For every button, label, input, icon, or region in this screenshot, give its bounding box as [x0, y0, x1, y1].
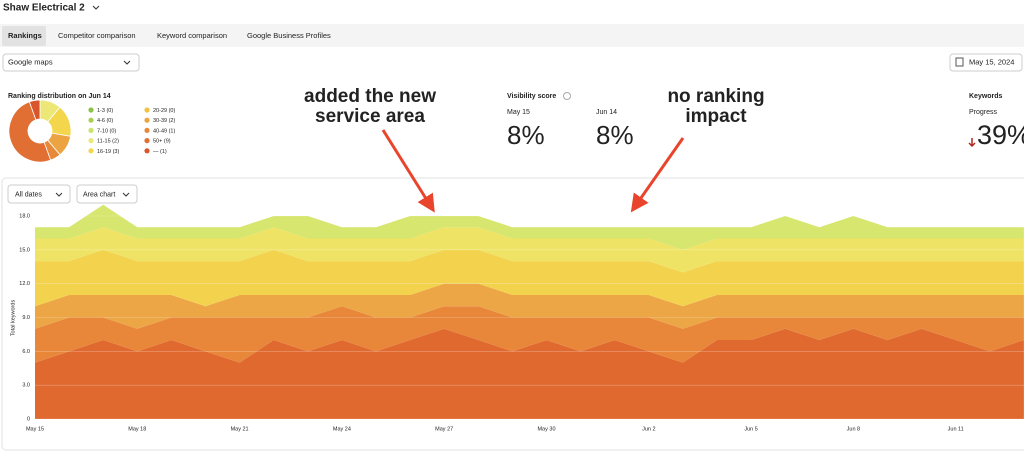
area-layer: [35, 204, 1024, 250]
legend-label: 50+ (9): [153, 139, 171, 145]
legend-label: — (1): [153, 149, 167, 155]
tab[interactable]: Keyword comparison: [157, 31, 227, 40]
x-tick-label: May 15: [26, 426, 44, 432]
legend-label: 4-6 (0): [97, 118, 113, 124]
legend-swatch: [88, 148, 94, 154]
x-tick-label: Jun 8: [847, 426, 860, 432]
legend-label: 1-3 (0): [97, 108, 113, 114]
y-tick-label: 3.0: [22, 383, 30, 389]
info-icon: [563, 92, 571, 100]
y-tick-label: 12.0: [19, 281, 30, 287]
y-tick-label: 18.0: [19, 213, 30, 219]
tab[interactable]: Google Business Profiles: [247, 31, 331, 40]
legend-swatch: [144, 148, 150, 154]
legend-label: 7-10 (0): [97, 128, 116, 134]
legend-label: 40-49 (1): [153, 128, 175, 134]
control-label: Area chart: [83, 191, 115, 198]
y-tick-label: 15.0: [19, 247, 30, 253]
legend-swatch: [144, 138, 150, 144]
x-tick-label: Jun 11: [948, 426, 964, 432]
pie-slice: [8, 101, 52, 163]
annotation: service area: [315, 106, 425, 127]
x-tick-label: May 30: [537, 426, 555, 432]
select-caret: [55, 192, 63, 197]
area-layer: [35, 328, 1024, 419]
chart-type-select[interactable]: [76, 184, 138, 204]
active-tab-bg: [2, 26, 46, 46]
range-select[interactable]: [7, 184, 71, 204]
visibility-date: Jun 14: [596, 109, 617, 116]
legend-swatch: [88, 117, 94, 123]
source-label: Google maps: [8, 57, 53, 66]
area-layer: [35, 227, 1024, 273]
tab-bar: [0, 24, 1024, 47]
pie-title: Ranking distribution on Jun 14: [8, 93, 111, 100]
pie-slice: [28, 99, 41, 121]
legend-swatch: [88, 127, 94, 133]
annotation: added the new: [304, 86, 436, 107]
visibility-date: May 15: [507, 109, 530, 116]
legend-swatch: [88, 107, 94, 113]
tab[interactable]: Rankings: [8, 31, 42, 40]
title-caret[interactable]: [92, 5, 100, 10]
legend-swatch: [144, 117, 150, 123]
control-label: All dates: [15, 191, 42, 198]
select-caret: [123, 60, 131, 65]
annotation: no ranking: [667, 86, 764, 107]
calendar-icon: [955, 57, 964, 67]
keywords-title: Keywords: [969, 93, 1003, 100]
keywords-progress: 39%: [977, 120, 1024, 150]
annotation-arrow: [630, 137, 685, 213]
visibility-value: 8%: [507, 120, 545, 150]
legend-swatch: [144, 107, 150, 113]
down-arrow: [968, 138, 976, 148]
annotation: impact: [685, 106, 747, 127]
date-label: May 15, 2024: [969, 57, 1014, 66]
legend-label: 30-39 (2): [153, 118, 175, 124]
x-tick-label: Jun 2: [642, 426, 655, 432]
area-layer: [35, 306, 1024, 363]
x-tick-label: May 24: [333, 426, 351, 432]
x-tick-label: May 21: [231, 426, 249, 432]
annotation-arrow: [381, 129, 435, 213]
legend-label: 20-29 (0): [153, 108, 175, 114]
x-tick-label: May 27: [435, 426, 453, 432]
y-tick-label: 6.0: [22, 349, 30, 355]
source-select[interactable]: [2, 53, 140, 72]
legend-label: 16-19 (3): [97, 149, 119, 155]
area-layer: [35, 249, 1024, 307]
area-layer: [35, 283, 1024, 329]
legend-swatch: [144, 127, 150, 133]
date-button[interactable]: [949, 53, 1023, 72]
visibility-title: Visibility score: [507, 93, 556, 100]
tab[interactable]: Competitor comparison: [58, 31, 136, 40]
y-axis-label: Total keywords: [10, 300, 16, 337]
select-caret: [122, 192, 130, 197]
y-tick-label: 0: [27, 416, 30, 422]
keywords-label: Progress: [969, 109, 998, 116]
x-tick-label: Jun 5: [744, 426, 757, 432]
x-tick-label: May 18: [128, 426, 146, 432]
visibility-value: 8%: [596, 120, 634, 150]
account-title: Shaw Electrical 2: [3, 3, 85, 14]
y-tick-label: 9.0: [22, 315, 30, 321]
legend-label: 11-15 (2): [97, 139, 119, 145]
legend-swatch: [88, 138, 94, 144]
